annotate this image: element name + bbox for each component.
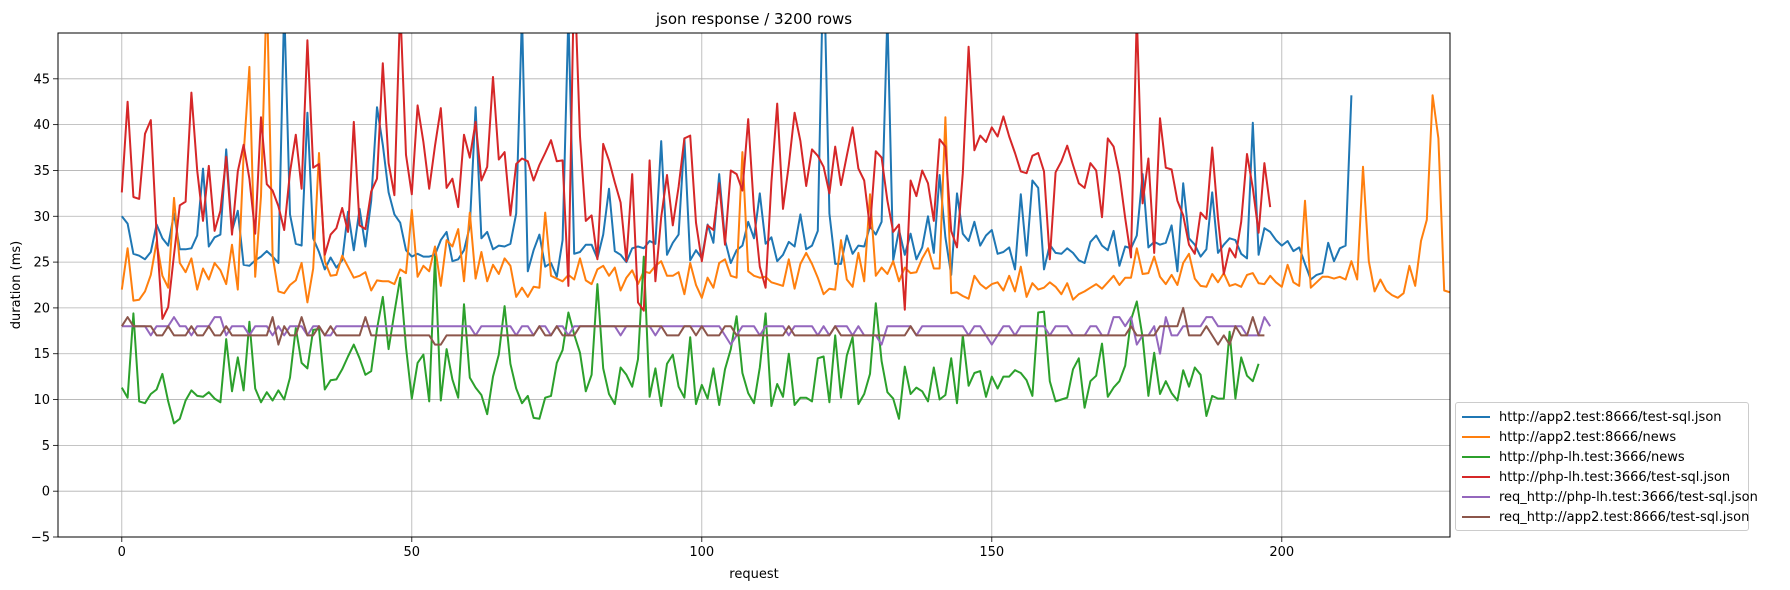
legend-swatch: [1462, 476, 1490, 478]
series-layer: [120, 33, 1450, 425]
x-tick-label: 50: [404, 545, 421, 560]
legend-entry: http://app2.test:8666/news: [1462, 427, 1742, 447]
legend-swatch: [1462, 416, 1490, 418]
legend-label: req_http://app2.test:8666/test-sql.json: [1499, 509, 1750, 525]
legend-label: http://app2.test:8666/test-sql.json: [1499, 409, 1722, 425]
y-tick-label: 25: [33, 256, 50, 271]
legend-entry: req_http://php-lh.test:3666/test-sql.jso…: [1462, 487, 1758, 507]
legend-swatch: [1462, 496, 1490, 498]
legend-entry: http://app2.test:8666/test-sql.json: [1462, 407, 1742, 427]
y-tick-label: −5: [31, 531, 50, 546]
x-axis-label: request: [729, 567, 778, 582]
y-axis-ticks: −5 0 5 10 15 20 25 30 35 40 45: [31, 72, 58, 546]
legend-swatch: [1462, 436, 1490, 438]
series-line-4: [120, 33, 1272, 320]
grid-lines: [58, 33, 1450, 538]
y-tick-label: 35: [33, 164, 50, 179]
legend-label: http://php-lh.test:3666/news: [1499, 449, 1685, 465]
legend-swatch: [1462, 456, 1490, 458]
legend-entry: http://php-lh.test:3666/test-sql.json: [1462, 467, 1742, 487]
y-tick-label: 15: [33, 347, 50, 362]
series-line-3: [120, 255, 1260, 425]
legend-label: http://php-lh.test:3666/test-sql.json: [1499, 469, 1731, 485]
y-tick-label: 40: [33, 118, 50, 133]
legend-entry: http://php-lh.test:3666/news: [1462, 447, 1742, 467]
chart-legend: http://app2.test:8666/test-sql.json http:…: [1455, 402, 1758, 531]
y-tick-label: 45: [33, 72, 50, 87]
series-line-6: [120, 306, 1265, 346]
y-tick-label: 5: [42, 439, 50, 454]
y-axis-label: duration (ms): [9, 241, 24, 329]
x-axis-ticks: 0 50 100 150 200: [118, 537, 1294, 560]
y-tick-label: 10: [33, 393, 50, 408]
legend-label: http://app2.test:8666/news: [1499, 429, 1677, 445]
series-line-2: [120, 33, 1450, 304]
y-tick-label: 0: [42, 485, 50, 500]
x-tick-label: 150: [979, 545, 1004, 560]
y-tick-label: 20: [33, 301, 50, 316]
plot-area-frame: [57, 32, 1451, 538]
legend-label: req_http://php-lh.test:3666/test-sql.jso…: [1499, 489, 1758, 505]
x-tick-label: 100: [689, 545, 714, 560]
legend-entry: req_http://app2.test:8666/test-sql.json: [1462, 507, 1749, 527]
y-tick-label: 30: [33, 210, 50, 225]
x-tick-label: 200: [1269, 545, 1294, 560]
x-tick-label: 0: [118, 545, 126, 560]
legend-swatch: [1462, 516, 1490, 518]
chart-title: json response / 3200 rows: [655, 10, 852, 28]
